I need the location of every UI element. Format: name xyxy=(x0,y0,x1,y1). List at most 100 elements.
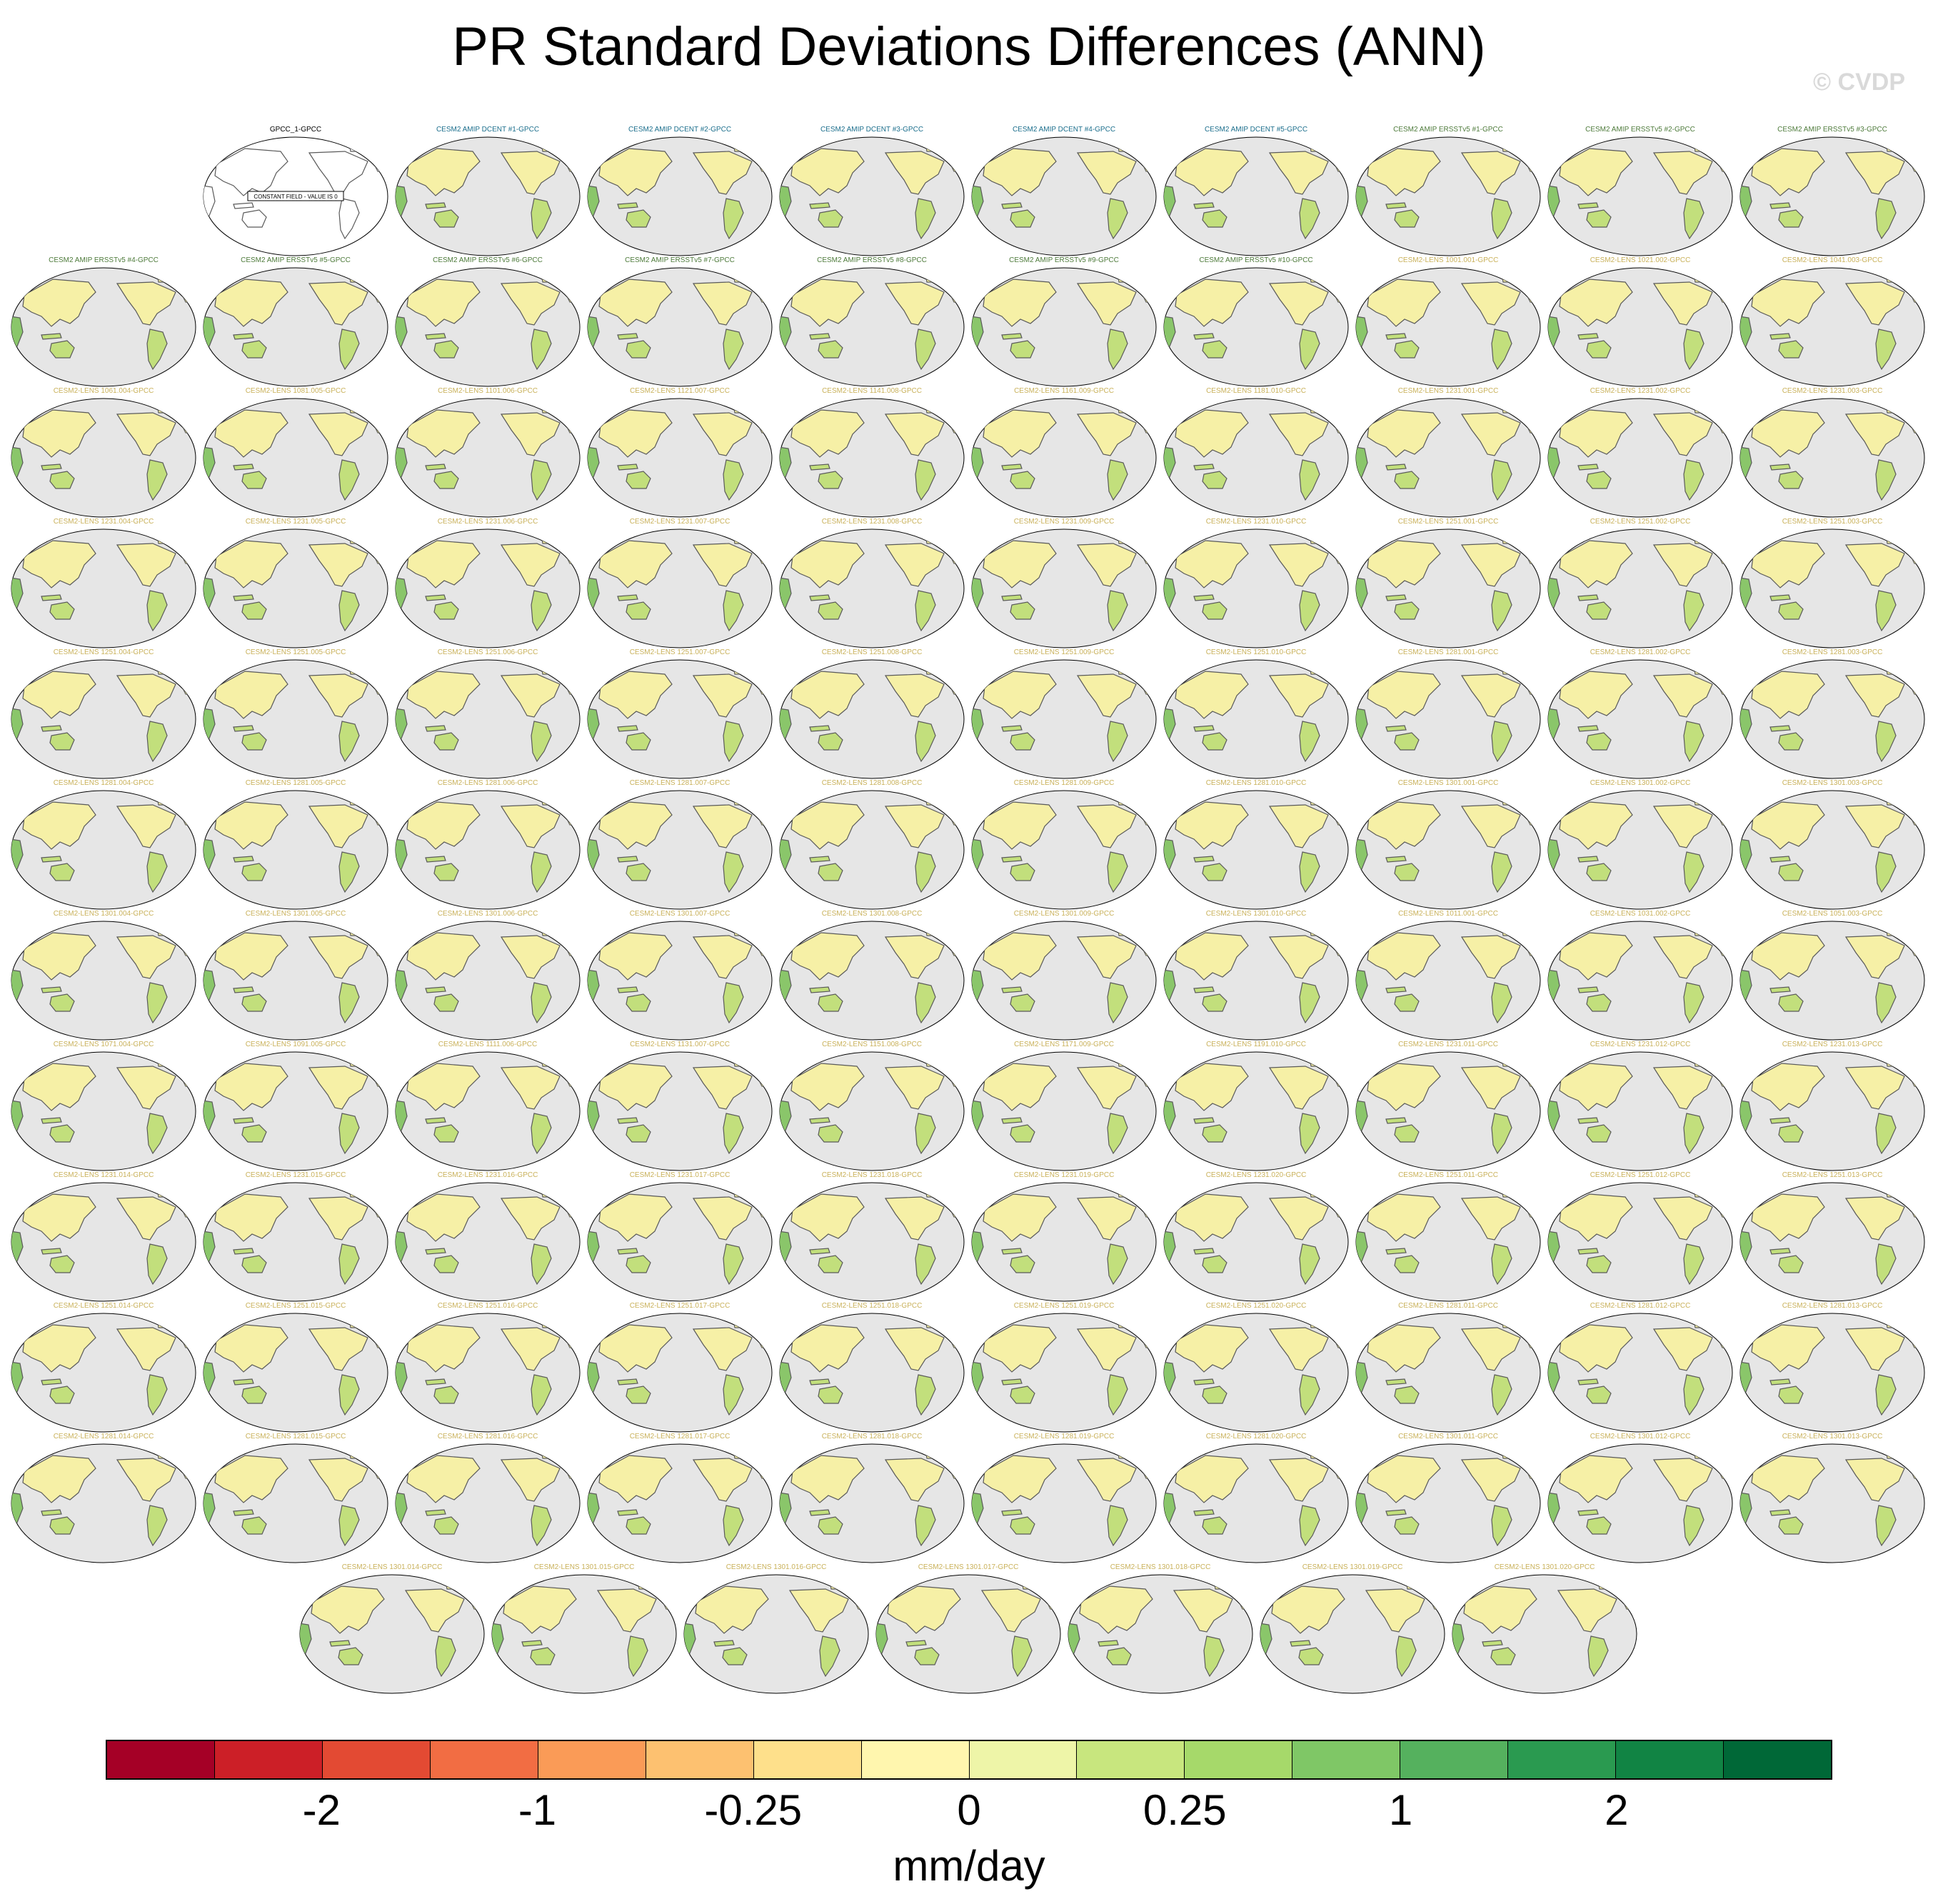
map-ellipse xyxy=(1547,528,1733,648)
map-ellipse xyxy=(779,267,965,387)
continent-greenland xyxy=(1309,404,1326,414)
map-ellipse xyxy=(11,1313,196,1433)
continent-asia xyxy=(790,1193,865,1242)
map-ellipse xyxy=(779,1051,965,1171)
panel-label: CESM2-LENS 1231.020-GPCC xyxy=(1205,1171,1307,1179)
map-ellipse xyxy=(1163,398,1349,518)
continent-greenland xyxy=(733,534,750,544)
continent-indonesia xyxy=(1769,333,1791,340)
continent-asia xyxy=(22,671,96,719)
panel-label: CESM2-LENS 1281.004-GPCC xyxy=(53,779,154,787)
continent-greenland xyxy=(1693,1057,1710,1067)
continent-indonesia xyxy=(1290,1640,1311,1647)
continent-australia xyxy=(1586,1516,1612,1535)
continent-indonesia xyxy=(617,1117,638,1124)
continent-namerica xyxy=(980,1588,1041,1633)
continent-namerica xyxy=(116,1066,176,1110)
panel-label: CESM2-LENS 1301.007-GPCC xyxy=(629,910,730,918)
continent-samerica xyxy=(146,590,168,632)
continent-samerica xyxy=(723,459,744,501)
map-panel: CESM2-LENS 1251.018-GPCC xyxy=(778,1302,965,1435)
map-ellipse xyxy=(395,398,581,518)
continent-namerica xyxy=(1844,281,1905,326)
continent-australia xyxy=(1586,1255,1612,1273)
continent-greenland xyxy=(1501,1449,1518,1459)
map-panel: CESM2-LENS 1041.003-GPCC xyxy=(1739,256,1926,389)
continent-asia xyxy=(1367,540,1441,588)
map-panel: CESM2-LENS 1281.018-GPCC xyxy=(778,1433,965,1565)
map-panel: CESM2-LENS 1301.013-GPCC xyxy=(1739,1433,1926,1565)
panel-label: CESM2 AMIP DCENT #2-GPCC xyxy=(628,126,732,134)
continent-namerica xyxy=(500,281,561,326)
map-panel: CESM2-LENS 1281.003-GPCC xyxy=(1739,648,1926,781)
continent-samerica xyxy=(146,1243,168,1286)
map-panel: CESM2-LENS 1281.005-GPCC xyxy=(202,779,389,912)
continent-greenland xyxy=(1117,665,1134,675)
continent-indonesia xyxy=(1769,1117,1791,1124)
continent-samerica xyxy=(1683,721,1704,763)
continent-australia xyxy=(49,863,75,881)
continent-asia xyxy=(695,1585,769,1634)
continent-australia xyxy=(1394,601,1420,620)
continent-greenland xyxy=(1885,926,1902,936)
map-panel: CESM2-LENS 1231.018-GPCC xyxy=(778,1171,965,1304)
continent-asia xyxy=(598,1455,673,1503)
map-ellipse xyxy=(203,921,388,1041)
continent-asia xyxy=(214,409,288,458)
world-map xyxy=(11,659,196,779)
continent-australia xyxy=(1298,1647,1324,1665)
continent-samerica xyxy=(338,1113,360,1155)
continent-asia xyxy=(1367,1324,1441,1373)
map-ellipse xyxy=(1355,136,1541,256)
continent-greenland xyxy=(541,796,558,806)
map-panel: CESM2-LENS 1051.003-GPCC xyxy=(1739,910,1926,1043)
continent-indonesia xyxy=(617,594,638,601)
world-map xyxy=(1163,1443,1349,1563)
continent-samerica xyxy=(723,1243,744,1286)
continent-asia xyxy=(1559,1324,1633,1373)
continent-greenland xyxy=(1117,1449,1134,1459)
continent-asia xyxy=(1463,1585,1537,1634)
map-ellipse xyxy=(1355,1051,1541,1171)
panel-label: CESM2-LENS 1251.001-GPCC xyxy=(1397,518,1499,526)
continent-australia xyxy=(241,993,267,1012)
map-panel: CESM2 AMIP ERSSTv5 #2-GPCC xyxy=(1547,126,1734,259)
map-ellipse xyxy=(1739,136,1925,256)
continent-indonesia xyxy=(1385,856,1407,863)
map-ellipse xyxy=(779,1443,965,1563)
world-map xyxy=(587,528,773,648)
continent-australia xyxy=(1394,732,1420,751)
continent-australia xyxy=(1778,732,1804,751)
map-ellipse xyxy=(203,528,388,648)
world-map xyxy=(971,1443,1157,1563)
continent-indonesia xyxy=(1577,725,1599,732)
continent-asia xyxy=(214,279,288,327)
continent-namerica xyxy=(1268,673,1329,718)
continent-samerica xyxy=(1299,459,1320,501)
panel-label: CESM2 AMIP ERSSTv5 #9-GPCC xyxy=(1009,256,1119,264)
continent-australia xyxy=(1202,993,1227,1012)
continent-asia xyxy=(1175,540,1249,588)
continent-indonesia xyxy=(617,725,638,732)
continent-namerica xyxy=(1076,151,1137,195)
continent-greenland xyxy=(1885,665,1902,675)
map-ellipse xyxy=(971,398,1157,518)
continent-greenland xyxy=(925,926,942,936)
panel-label: CESM2 AMIP DCENT #5-GPCC xyxy=(1204,126,1308,134)
continent-asia xyxy=(983,671,1057,719)
continent-namerica xyxy=(1076,1327,1137,1371)
continent-australia xyxy=(818,209,843,228)
continent-greenland xyxy=(637,1580,654,1590)
map-panel: CESM2-LENS 1231.004-GPCC xyxy=(10,518,197,651)
world-map xyxy=(1739,921,1925,1041)
continent-australia xyxy=(626,601,651,620)
continent-namerica xyxy=(1460,1066,1521,1110)
continent-namerica xyxy=(1557,1588,1617,1633)
panel-label: CESM2-LENS 1231.004-GPCC xyxy=(53,518,154,526)
world-map xyxy=(11,1313,196,1433)
continent-australia xyxy=(433,1386,459,1404)
continent-indonesia xyxy=(1577,202,1599,209)
panel-label: CESM2 AMIP ERSSTv5 #1-GPCC xyxy=(1393,126,1503,134)
continent-namerica xyxy=(884,412,945,456)
continent-namerica xyxy=(1268,543,1329,587)
